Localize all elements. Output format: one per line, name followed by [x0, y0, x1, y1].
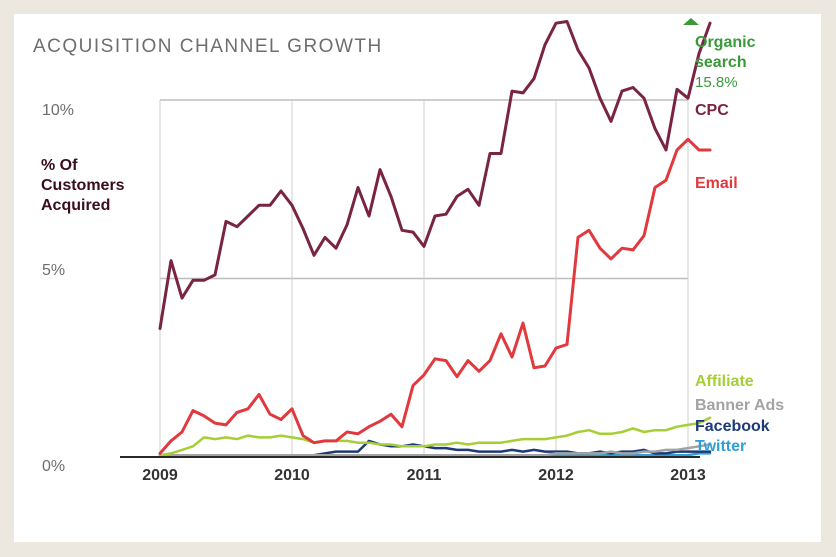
y-axis-label-line-2: Customers: [41, 177, 125, 194]
x-tick-2010: 2010: [274, 467, 310, 484]
series-label-facebook: Facebook: [695, 418, 770, 435]
series-line-cpc: [158, 20, 712, 330]
series-line-affiliate: [158, 416, 712, 457]
series-label-affiliate: Affiliate: [695, 373, 754, 390]
y-tick-10: 10%: [42, 102, 74, 119]
organic-search-value: 15.8%: [695, 74, 738, 91]
series-label-banner-ads: Banner Ads: [695, 397, 784, 414]
series-lines: [158, 20, 712, 457]
x-tick-2011: 2011: [407, 467, 442, 484]
organic-search-label-line-2: search: [695, 54, 747, 71]
x-tick-2013: 2013: [670, 467, 706, 484]
y-tick-5: 5%: [42, 262, 65, 279]
y-tick-0: 0%: [42, 458, 65, 475]
chart-title: ACQUISITION CHANNEL GROWTH: [33, 36, 383, 57]
series-label-email: Email: [695, 175, 738, 192]
x-tick-2009: 2009: [142, 467, 178, 484]
series-label-twitter: Twitter: [695, 438, 746, 455]
organic-search-label-line-1: Organic: [695, 34, 756, 51]
chart-card: ACQUISITION CHANNEL GROWTH 10% 5% 0% % O…: [14, 14, 821, 542]
gridlines: [159, 99, 689, 457]
series-label-cpc: CPC: [695, 102, 729, 119]
x-tick-2012: 2012: [538, 467, 574, 484]
y-axis-label-line-1: % Of: [41, 157, 78, 174]
series-line-banner-ads: [158, 443, 712, 457]
series-line-email: [158, 137, 712, 455]
chart-svg: ACQUISITION CHANNEL GROWTH 10% 5% 0% % O…: [33, 18, 784, 484]
up-arrow-icon: [683, 18, 699, 25]
y-axis-label-line-3: Acquired: [41, 197, 110, 214]
